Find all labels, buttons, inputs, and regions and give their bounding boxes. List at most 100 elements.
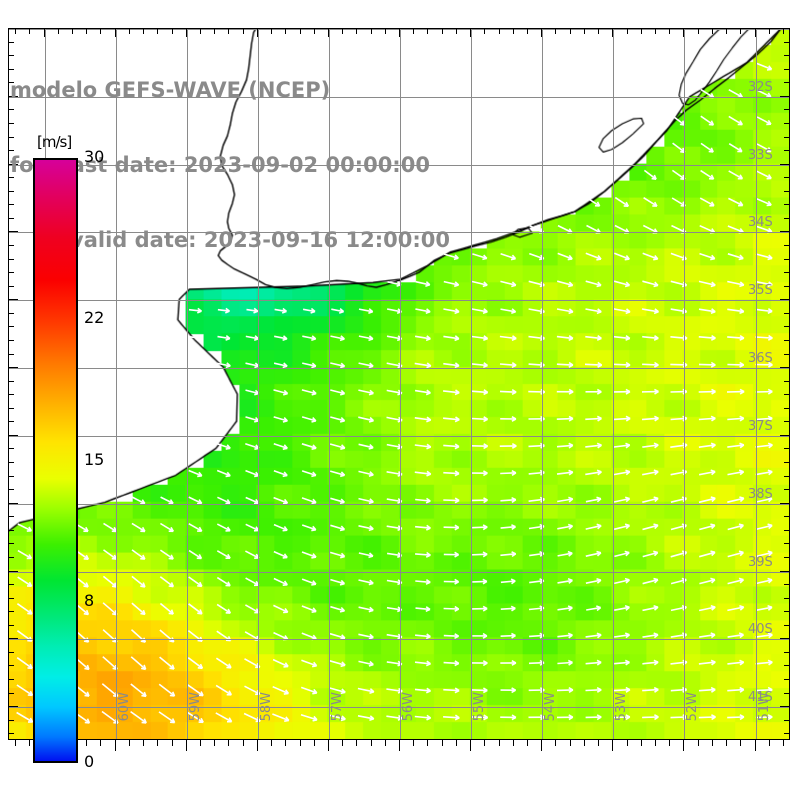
axis-tick bbox=[784, 150, 790, 152]
axis-tick bbox=[784, 217, 790, 219]
axis-tick bbox=[640, 740, 642, 746]
axis-tick bbox=[784, 68, 790, 70]
axis-tick bbox=[271, 28, 272, 34]
axis-tick bbox=[57, 28, 59, 34]
axis-tick bbox=[726, 740, 727, 746]
valid-date-line: valid date: 2023-09-16 12:00:00 bbox=[70, 228, 450, 252]
axis-tick bbox=[8, 638, 18, 640]
axis-tick bbox=[8, 489, 14, 491]
axis-tick bbox=[527, 28, 528, 34]
axis-tick bbox=[780, 638, 790, 640]
axis-tick bbox=[15, 740, 17, 746]
axis-tick bbox=[8, 339, 14, 341]
axis-tick bbox=[157, 740, 159, 746]
axis-tick bbox=[8, 272, 14, 274]
axis-tick bbox=[8, 706, 18, 708]
latitude-label: 41S bbox=[748, 690, 773, 706]
axis-tick bbox=[8, 231, 18, 233]
longitude-label: 56W bbox=[401, 692, 416, 722]
axis-tick bbox=[8, 407, 14, 409]
axis-tick bbox=[711, 28, 713, 34]
axis-tick bbox=[8, 353, 14, 355]
axis-tick bbox=[185, 740, 187, 751]
axis-tick bbox=[784, 462, 790, 463]
axis-tick bbox=[470, 740, 472, 751]
axis-tick bbox=[228, 28, 230, 34]
axis-tick bbox=[72, 28, 73, 34]
axis-tick bbox=[100, 28, 102, 34]
axis-tick bbox=[612, 740, 614, 751]
axis-tick bbox=[8, 55, 14, 57]
axis-tick bbox=[780, 95, 790, 97]
axis-tick bbox=[780, 570, 790, 572]
axis-tick bbox=[356, 28, 358, 34]
axis-tick bbox=[784, 597, 790, 599]
axis-tick bbox=[583, 740, 585, 746]
axis-tick bbox=[669, 740, 671, 746]
latitude-label: 34S bbox=[748, 215, 773, 231]
map-frame[interactable] bbox=[8, 28, 790, 740]
colorbar-tick-label: 15 bbox=[84, 449, 105, 469]
colorbar-tick-label: 30 bbox=[84, 147, 105, 166]
axis-tick bbox=[8, 462, 14, 463]
axis-tick bbox=[441, 28, 443, 34]
axis-tick bbox=[784, 245, 790, 246]
latitude-label: 35S bbox=[748, 283, 773, 299]
axis-tick bbox=[555, 28, 557, 34]
axis-tick bbox=[8, 421, 14, 423]
axis-tick bbox=[299, 740, 301, 746]
axis-tick bbox=[399, 28, 400, 37]
axis-tick bbox=[8, 584, 14, 585]
axis-tick bbox=[370, 740, 372, 746]
axis-tick bbox=[626, 740, 628, 746]
axis-tick bbox=[569, 28, 571, 34]
axis-tick bbox=[784, 177, 790, 179]
axis-tick bbox=[8, 122, 14, 124]
latitude-label: 37S bbox=[748, 418, 773, 434]
axis-tick bbox=[669, 28, 671, 34]
left-axis-ruler bbox=[8, 28, 18, 740]
axis-tick bbox=[114, 28, 116, 37]
axis-tick bbox=[780, 299, 790, 301]
axis-tick bbox=[768, 28, 770, 34]
axis-tick bbox=[784, 82, 790, 84]
axis-tick bbox=[128, 28, 130, 34]
axis-tick bbox=[784, 543, 790, 545]
axis-tick bbox=[8, 475, 14, 477]
bottom-axis-ruler bbox=[8, 740, 790, 752]
axis-tick bbox=[256, 740, 258, 751]
axis-tick bbox=[441, 740, 443, 746]
axis-tick bbox=[8, 136, 14, 138]
axis-tick bbox=[654, 740, 656, 746]
axis-tick bbox=[8, 82, 14, 84]
axis-tick bbox=[86, 740, 88, 746]
axis-tick bbox=[214, 740, 216, 746]
axis-tick bbox=[768, 740, 770, 746]
axis-tick bbox=[8, 245, 14, 246]
axis-tick bbox=[228, 740, 230, 746]
axis-tick bbox=[455, 740, 457, 746]
axis-tick bbox=[740, 740, 742, 746]
longitude-label: 52W bbox=[685, 692, 701, 722]
axis-tick bbox=[784, 272, 790, 274]
axis-tick bbox=[8, 570, 18, 572]
axis-tick bbox=[784, 719, 790, 721]
axis-tick bbox=[784, 326, 790, 328]
axis-tick bbox=[8, 556, 14, 558]
axis-tick bbox=[782, 28, 784, 34]
axis-tick bbox=[784, 624, 790, 626]
axis-tick bbox=[598, 740, 600, 746]
axis-tick bbox=[555, 740, 557, 746]
axis-tick bbox=[157, 28, 159, 34]
axis-tick bbox=[754, 28, 756, 37]
latitude-label: 39S bbox=[748, 554, 773, 570]
axis-tick bbox=[327, 740, 329, 751]
axis-tick bbox=[711, 740, 713, 746]
longitude-label: 55W bbox=[472, 692, 488, 722]
axis-tick bbox=[784, 204, 790, 206]
axis-tick bbox=[8, 611, 14, 613]
axis-tick bbox=[199, 740, 201, 746]
colorbar-tick-label: 8 bbox=[84, 590, 95, 610]
right-axis-ruler bbox=[780, 28, 790, 740]
